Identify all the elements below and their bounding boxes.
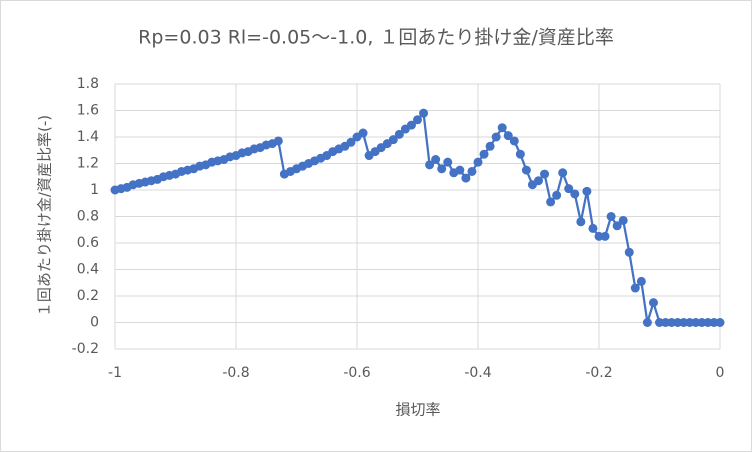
x-tick-label: -0.6 [343,365,370,381]
data-point [485,141,495,151]
y-tick-label: 1.6 [77,103,99,119]
x-tick-label: -0.8 [222,365,249,381]
data-point [540,169,550,179]
data-point [618,215,628,225]
data-point [394,129,404,139]
y-tick-label: 1.8 [77,76,99,92]
data-point [467,166,477,176]
y-tick-label: 1.2 [77,156,99,172]
y-tick-label: 0.8 [77,209,99,225]
y-tick-label: 0.2 [77,288,99,304]
data-point [346,137,356,147]
data-point [479,149,489,159]
data-point [497,123,507,133]
data-point [473,157,483,167]
x-axis-label: 損切率 [395,401,440,419]
data-point [630,283,640,293]
data-point [509,136,519,146]
data-point [358,128,368,138]
data-point [388,135,398,145]
data-point [443,157,453,167]
data-point [588,223,598,233]
data-point [582,186,592,196]
data-point [491,132,501,142]
y-tick-label: 0.6 [77,235,99,251]
data-point [558,168,568,178]
data-point [600,231,610,241]
x-tick-label: 0 [716,365,725,381]
data-point [570,189,580,199]
data-point [503,131,513,141]
data-point [413,115,422,125]
data-point [606,212,616,221]
x-tick-label: -0.4 [464,365,491,381]
data-point [648,298,658,308]
data-point [515,149,525,159]
data-point [425,160,435,170]
data-point [636,276,646,286]
data-point [455,165,465,175]
x-tick-label: -1 [108,365,122,381]
data-point [546,197,556,207]
data-point [552,190,562,200]
y-axis-label: １回あたり掛け金/資産比率(-) [36,115,54,317]
data-point [642,318,652,327]
data-point [715,318,725,327]
data-point [419,108,429,118]
y-tick-label: 1 [90,182,99,198]
data-point [437,164,447,174]
data-point [406,120,416,130]
x-tick-label: -0.2 [585,365,612,381]
data-point [534,176,543,186]
y-tick-label: -0.2 [72,341,99,357]
y-tick-label: 1.4 [77,129,99,145]
data-point [273,136,283,146]
data-point [624,247,634,257]
data-point [564,184,574,194]
chart-title: Rp=0.03 Rl=-0.05～-1.0, １回あたり掛け金/資産比率 [138,27,614,49]
data-point [576,217,586,227]
data-point [431,155,441,165]
y-tick-label: 0 [90,315,99,331]
data-point [521,165,531,175]
data-point [461,173,471,183]
data-point [612,221,622,231]
y-tick-label: 0.4 [77,262,99,278]
